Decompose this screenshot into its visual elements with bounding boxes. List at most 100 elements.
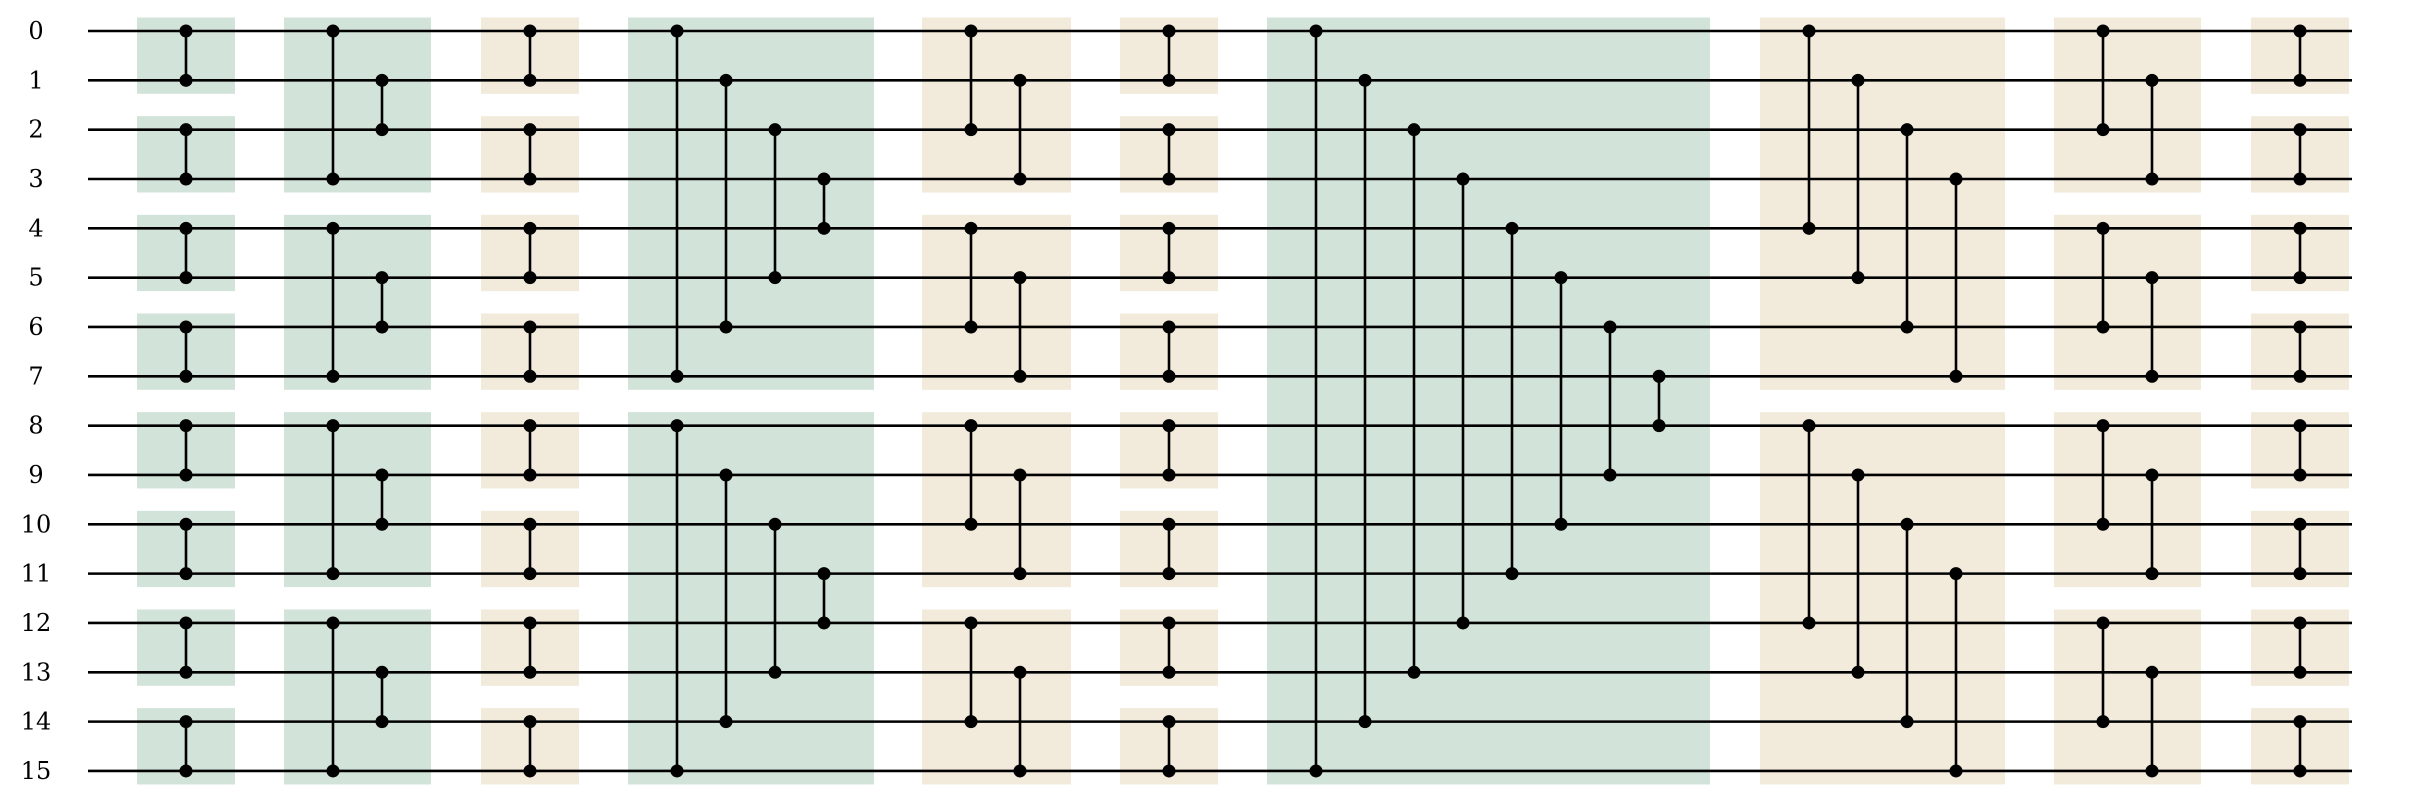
- comparator-node: [2293, 468, 2307, 482]
- comparator: [179, 24, 193, 87]
- comparator-node: [1802, 221, 1816, 235]
- comparator: [1900, 517, 1914, 729]
- comparator-node: [670, 419, 684, 433]
- stage-block: [628, 412, 874, 785]
- comparator-node: [179, 517, 193, 531]
- comparator-node: [179, 715, 193, 729]
- comparator-node: [964, 320, 978, 334]
- comparator-node: [375, 468, 389, 482]
- comparator-node: [1162, 616, 1176, 630]
- comparator-node: [1162, 665, 1176, 679]
- comparator-node: [768, 517, 782, 531]
- stage-blocks: [137, 17, 2349, 785]
- comparator-node: [2145, 764, 2159, 778]
- comparator-node: [1162, 172, 1176, 186]
- comparator: [179, 419, 193, 482]
- comparator: [1162, 320, 1176, 383]
- comparator-node: [179, 419, 193, 433]
- comparator-node: [326, 24, 340, 38]
- comparator: [523, 24, 537, 87]
- comparator-node: [2293, 73, 2307, 87]
- comparator: [719, 73, 733, 334]
- comparator-node: [179, 764, 193, 778]
- comparator: [326, 419, 340, 581]
- comparator-node: [670, 764, 684, 778]
- comparator-node: [964, 517, 978, 531]
- comparator-node: [326, 616, 340, 630]
- wire-label: 11: [21, 560, 52, 588]
- comparator-node: [1802, 24, 1816, 38]
- comparator-node: [2145, 369, 2159, 383]
- comparator-node: [964, 123, 978, 137]
- comparator-node: [1505, 221, 1519, 235]
- comparator-node: [523, 123, 537, 137]
- comparator-node: [523, 517, 537, 531]
- comparator-node: [375, 320, 389, 334]
- stage-block: [922, 412, 1071, 588]
- comparator-node: [2096, 419, 2110, 433]
- comparator: [523, 123, 537, 186]
- stage-block: [2054, 17, 2201, 193]
- comparator-node: [1013, 764, 1027, 778]
- comparator-node: [523, 468, 537, 482]
- comparator-node: [179, 271, 193, 285]
- comparator-node: [179, 665, 193, 679]
- wire-label: 4: [28, 214, 43, 242]
- comparator-node: [2145, 172, 2159, 186]
- wire-label: 6: [28, 313, 43, 341]
- wires: [88, 29, 2352, 773]
- comparator: [523, 517, 537, 581]
- comparator-node: [523, 73, 537, 87]
- comparator: [179, 715, 193, 778]
- comparator-node: [523, 419, 537, 433]
- comparator: [2096, 221, 2110, 334]
- comparator-node: [817, 221, 831, 235]
- comparator: [1162, 24, 1176, 87]
- comparator: [1603, 320, 1617, 482]
- comparator-node: [523, 567, 537, 581]
- comparator-node: [1554, 517, 1568, 531]
- comparator-node: [326, 172, 340, 186]
- stage-block: [284, 412, 431, 588]
- comparator-node: [670, 24, 684, 38]
- comparator-node: [719, 715, 733, 729]
- stage-block: [2054, 609, 2201, 785]
- comparator-node: [2293, 123, 2307, 137]
- stage-block: [284, 214, 431, 390]
- comparator-node: [2293, 221, 2307, 235]
- comparator-node: [1162, 24, 1176, 38]
- comparator-node: [1013, 73, 1027, 87]
- comparator-node: [375, 73, 389, 87]
- comparator-node: [964, 616, 978, 630]
- comparator-node: [1554, 271, 1568, 285]
- comparator-node: [179, 24, 193, 38]
- comparator-node: [670, 369, 684, 383]
- wire-label: 10: [21, 510, 52, 538]
- comparator-node: [1603, 320, 1617, 334]
- stage-block: [284, 609, 431, 785]
- comparator-node: [964, 419, 978, 433]
- comparator: [1358, 73, 1372, 729]
- comparator-node: [1949, 567, 1963, 581]
- stage-block: [284, 17, 431, 193]
- comparator: [670, 419, 684, 778]
- comparator: [523, 715, 537, 778]
- stage-block: [1760, 412, 2005, 785]
- comparator-node: [1851, 665, 1865, 679]
- comparator-node: [2293, 764, 2307, 778]
- comparator-node: [1309, 24, 1323, 38]
- wire-label: 0: [28, 17, 43, 45]
- comparator-node: [2293, 665, 2307, 679]
- stage-block: [2054, 214, 2201, 390]
- comparator-node: [2096, 221, 2110, 235]
- comparator-node: [719, 320, 733, 334]
- comparator-node: [1162, 369, 1176, 383]
- comparator: [817, 172, 831, 235]
- comparator-node: [1162, 419, 1176, 433]
- comparator-node: [179, 616, 193, 630]
- comparator-node: [523, 764, 537, 778]
- comparator-node: [768, 123, 782, 137]
- comparator-node: [1949, 764, 1963, 778]
- stage-block: [922, 609, 1071, 785]
- comparator-node: [1162, 764, 1176, 778]
